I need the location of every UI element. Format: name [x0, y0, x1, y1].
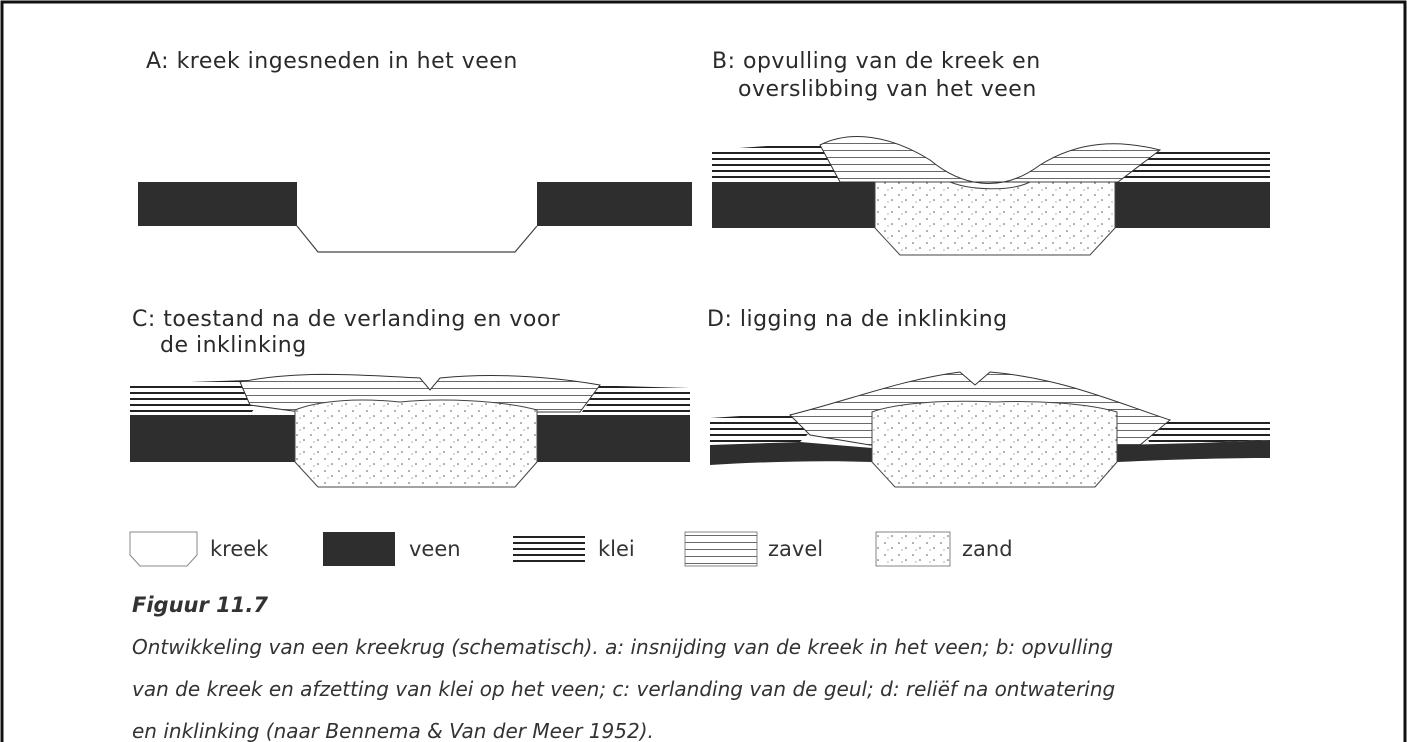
legend-swatch [513, 532, 585, 566]
veen [710, 442, 872, 465]
klei [130, 380, 260, 415]
veen [130, 415, 295, 462]
legend-swatch [685, 532, 757, 566]
kreek [297, 226, 537, 252]
zand [875, 182, 1115, 255]
zavel [820, 137, 1160, 184]
caption: Figuur 11.7 Ontwikkeling van een kreekru… [132, 593, 1115, 742]
veen [537, 415, 690, 462]
caption-line: Ontwikkeling van een kreekrug (schematis… [132, 635, 1113, 659]
legend-label: veen [409, 537, 461, 561]
legend-label: zand [962, 537, 1013, 561]
legend-swatch [323, 532, 395, 566]
veen [1115, 182, 1270, 228]
legend-label: klei [598, 537, 635, 561]
panel-title: de inklinking [160, 333, 307, 358]
veen [138, 182, 297, 226]
page: A: kreek ingesneden in het veen B: opvul… [0, 0, 1407, 742]
panel-title: C: toestand na de verlanding en voor [132, 307, 561, 332]
frame [2, 2, 1405, 742]
zand [872, 401, 1117, 487]
legend: kreek veen klei zavel zand [130, 532, 1013, 566]
panel-title: B: opvulling van de kreek en [712, 49, 1041, 74]
legend-label: zavel [768, 537, 823, 561]
veen [537, 182, 692, 226]
panel-c [130, 374, 690, 487]
legend-label: kreek [210, 537, 269, 561]
legend-swatch [876, 532, 950, 566]
zand [295, 400, 537, 487]
panel-a [138, 182, 692, 252]
veen [712, 182, 875, 228]
caption-line: en inklinking (naar Bennema & Van der Me… [132, 719, 654, 742]
panel-d [710, 372, 1270, 487]
panel-title: A: kreek ingesneden in het veen [146, 49, 518, 74]
figure-label: Figuur 11.7 [132, 593, 268, 617]
panel-title: overslibbing van het veen [738, 77, 1037, 102]
caption-line: van de kreek en afzetting van klei op he… [132, 677, 1115, 701]
panel-title: D: ligging na de inklinking [707, 307, 1008, 332]
panel-b [712, 137, 1270, 255]
legend-swatch [130, 532, 197, 566]
